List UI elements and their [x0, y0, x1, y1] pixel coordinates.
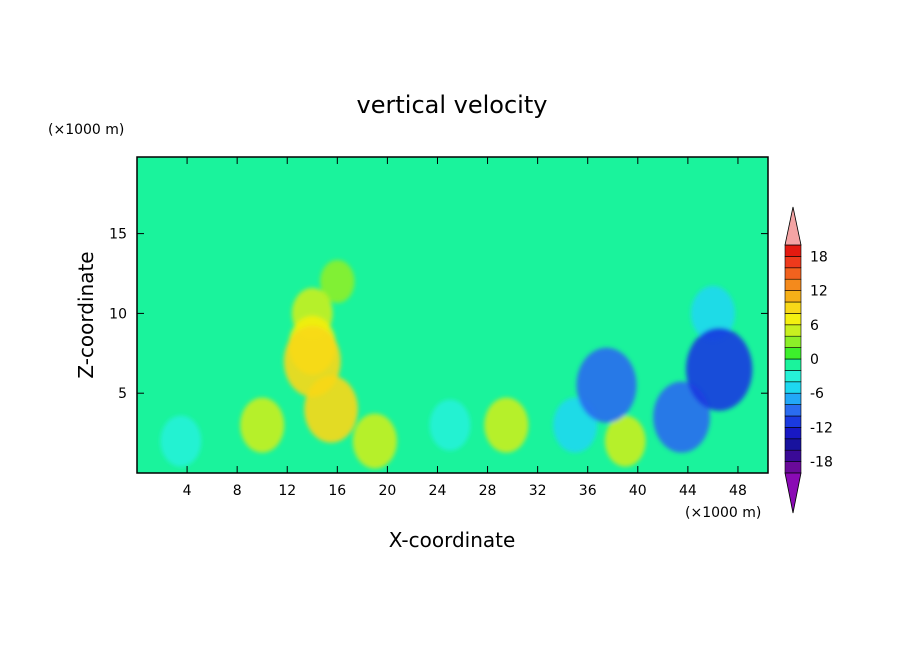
- colorbar-swatch: [784, 290, 802, 303]
- chart-title: vertical velocity: [357, 91, 548, 119]
- colorbar-swatch: [784, 415, 802, 428]
- colorbar-tick-label: -18: [810, 455, 833, 471]
- colorbar-tick-label: 6: [810, 318, 819, 334]
- x-tick-label: 40: [629, 483, 647, 499]
- field-cell: [690, 285, 735, 341]
- x-tick-label: 12: [278, 483, 296, 499]
- field-cell: [604, 415, 646, 467]
- field-cell: [352, 413, 397, 469]
- colorbar-swatch: [784, 347, 802, 360]
- colorbar-swatch: [784, 267, 802, 280]
- colorbar-tick-label: 12: [810, 284, 828, 300]
- y-tick-label: 15: [109, 227, 127, 243]
- colorbar-swatch: [784, 381, 802, 394]
- x-axis-unit: (×1000 m): [685, 505, 761, 521]
- y-tick-label: 5: [118, 386, 127, 402]
- field-cell: [283, 325, 341, 397]
- plot-area: [136, 156, 769, 474]
- field-cell: [160, 415, 202, 467]
- field-cell: [484, 397, 529, 453]
- x-tick-label: 28: [479, 483, 497, 499]
- x-tick-label: 32: [529, 483, 547, 499]
- colorbar: 18 12 6 0 -6 -12 -18: [784, 206, 833, 514]
- colorbar-swatch: [784, 449, 802, 462]
- colorbar-swatch: [784, 301, 802, 314]
- colorbar-swatch: [784, 392, 802, 405]
- x-tick-label: 8: [233, 483, 242, 499]
- x-tick-label: 48: [729, 483, 747, 499]
- colorbar-under-triangle: [784, 472, 802, 514]
- colorbar-swatch: [784, 427, 802, 440]
- x-tick-label: 4: [183, 483, 192, 499]
- field-cell: [685, 327, 753, 411]
- colorbar-tick-label: 0: [810, 352, 819, 368]
- colorbar-swatch: [784, 256, 802, 269]
- plot-frame: [136, 156, 769, 474]
- colorbar-over-triangle: [784, 206, 802, 246]
- y-axis: 5 10 15: [109, 227, 768, 402]
- y-tick-label: 10: [109, 306, 127, 322]
- colorbar-tick-label: -6: [810, 386, 824, 402]
- x-tick-label: 44: [679, 483, 697, 499]
- x-tick-label: 24: [429, 483, 447, 499]
- colorbar-swatch: [784, 324, 802, 337]
- colorbar-swatch: [784, 461, 802, 474]
- x-tick-label: 36: [579, 483, 597, 499]
- y-axis-label: Z-coordinate: [74, 251, 98, 378]
- field-cell: [320, 259, 355, 303]
- y-axis-unit: (×1000 m): [48, 122, 124, 138]
- field-cell: [429, 399, 471, 451]
- colorbar-swatch: [784, 335, 802, 348]
- colorbar-swatch: [784, 278, 802, 291]
- x-tick-label: 16: [328, 483, 346, 499]
- field-cell: [576, 347, 637, 423]
- colorbar-swatch: [784, 358, 802, 371]
- x-axis-label: X-coordinate: [389, 528, 516, 552]
- field-cell: [653, 381, 711, 453]
- colorbar-swatch: [784, 244, 802, 257]
- colorbar-swatch: [784, 313, 802, 326]
- velocity-field: [160, 259, 753, 469]
- colorbar-swatch: [784, 438, 802, 451]
- field-cell: [240, 397, 285, 453]
- colorbar-tick-label: -12: [810, 420, 833, 436]
- colorbar-tick-label: 18: [810, 249, 828, 265]
- x-tick-label: 20: [378, 483, 396, 499]
- x-axis: 4 8 12 16 20 24 28 32 36 40 44 48: [183, 157, 747, 499]
- colorbar-swatch: [784, 404, 802, 417]
- colorbar-swatch: [784, 370, 802, 383]
